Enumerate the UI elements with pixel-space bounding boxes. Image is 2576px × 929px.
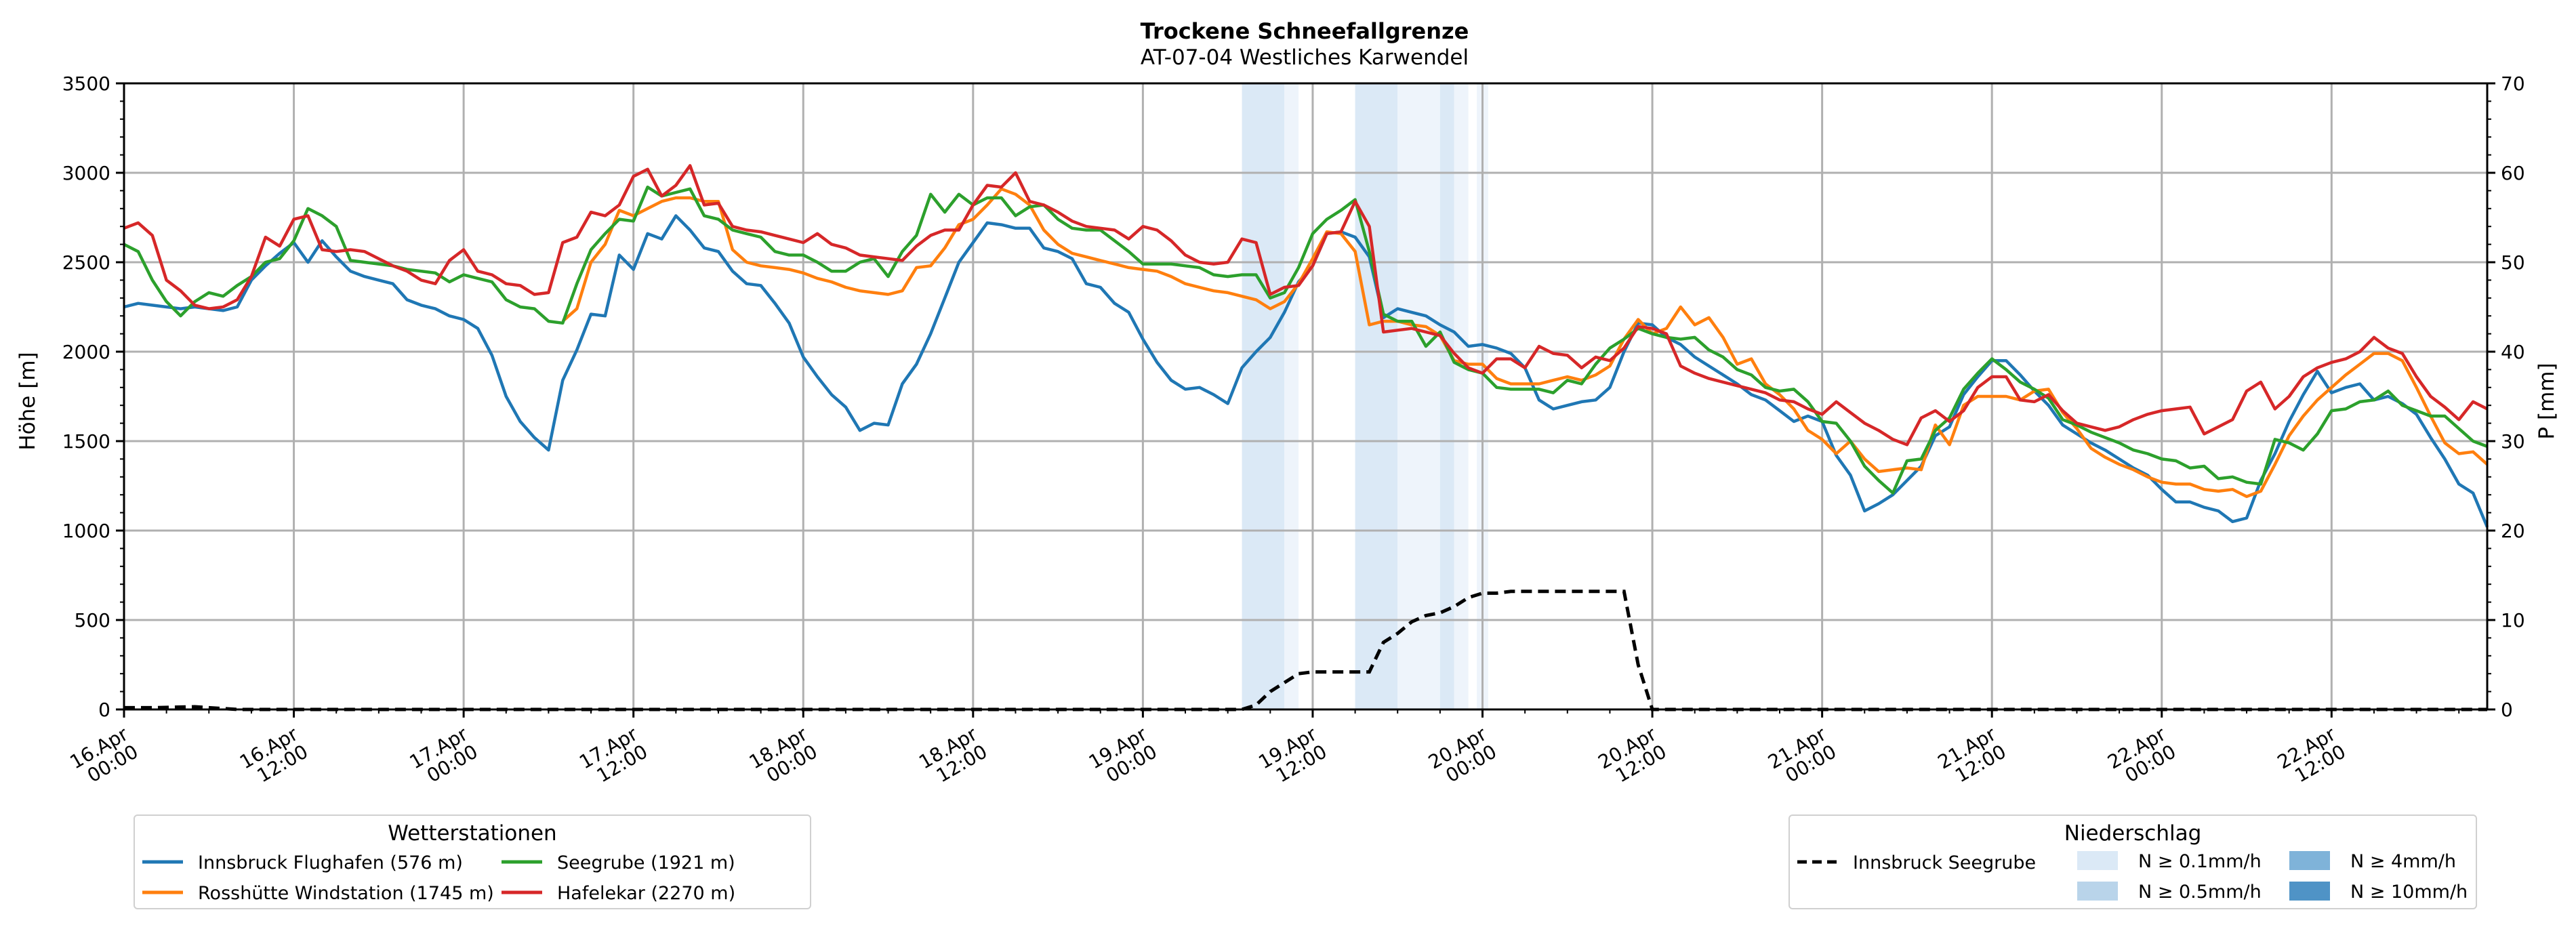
legend-precipitation: Niederschlag Innsbruck Seegrube N ≥ 0.1m…	[1788, 814, 2477, 909]
y2-tick-label-3: 30	[2501, 430, 2525, 453]
precip-legend-label-3: N ≥ 10mm/h	[2350, 882, 2468, 903]
y2-tick-label-6: 60	[2501, 162, 2525, 184]
precip-band-4	[1439, 83, 1454, 709]
legend-label-1: Rosshütte Windstation (1745 m)	[198, 883, 494, 904]
chart-title: Trockene Schneefallgrenze	[1141, 18, 1469, 44]
y-tick-label-0: 0	[98, 699, 110, 721]
precip-legend-swatch-3	[2289, 882, 2330, 901]
y-tick-label-4: 2000	[62, 341, 110, 363]
precip-band-2	[1355, 83, 1398, 709]
precip-legend-swatch-2	[2289, 851, 2330, 870]
legend-label-3: Hafelekar (2270 m)	[557, 883, 735, 904]
precip-band-3	[1397, 83, 1440, 709]
plot-frame	[123, 82, 2489, 711]
y2-tick-label-0: 0	[2501, 699, 2513, 721]
precip-band-0	[1242, 83, 1285, 709]
y2-tick-label-7: 70	[2501, 73, 2525, 95]
precipitation-bands	[1242, 83, 1488, 709]
chart-subtitle: AT-07-04 Westliches Karwendel	[1141, 45, 1469, 70]
series-line-3	[123, 164, 2489, 447]
y-tick-label-1: 500	[75, 609, 110, 632]
y-tick-label-5: 2500	[62, 251, 110, 274]
y-tick-label-2: 1000	[62, 520, 110, 542]
precip-legend-label-2: N ≥ 4mm/h	[2350, 851, 2456, 872]
y-tick-label-3: 1500	[62, 430, 110, 453]
precip-legend-swatch-0	[2077, 851, 2118, 870]
grid	[123, 82, 2487, 711]
legend-stations: Wetterstationen Innsbruck Flughafen (576…	[134, 814, 811, 909]
y-tick-label-7: 3500	[62, 73, 110, 95]
y-tick-label-6: 3000	[62, 162, 110, 184]
legend-label-0: Innsbruck Flughafen (576 m)	[198, 852, 463, 873]
y2-tick-label-4: 40	[2501, 341, 2525, 363]
precip-legend-label-1: N ≥ 0.5mm/h	[2138, 882, 2262, 903]
x-tick-label-7: 19.Apr12:00	[1254, 722, 1330, 791]
y2-tick-label-2: 20	[2501, 520, 2525, 542]
legend-stations-title: Wetterstationen	[388, 821, 556, 846]
y2-tick-label-5: 50	[2501, 251, 2525, 274]
precip-legend-swatch-1	[2077, 882, 2118, 901]
y2-axis-label: P [mm]	[2535, 363, 2559, 439]
y-axis-label: Höhe [m]	[16, 352, 40, 450]
station-series	[123, 164, 2489, 528]
axes: 0 500 1000 1500 2000 2500 3000 3500 0 10 20 30 40 50 6…	[62, 73, 2525, 791]
series-line-1	[561, 187, 2489, 499]
precip-legend-label-0: N ≥ 0.1mm/h	[2138, 851, 2262, 872]
series-line-2	[123, 185, 2488, 495]
legend-label-2: Seegrube (1921 m)	[557, 852, 735, 873]
precip-line	[124, 590, 2487, 711]
legend-precip-line-label: Innsbruck Seegrube	[1853, 852, 2036, 873]
legend-precip-title: Niederschlag	[2064, 821, 2202, 846]
precip-band-5	[1454, 83, 1469, 709]
y2-tick-label-1: 10	[2501, 609, 2525, 632]
precipitation-series	[124, 590, 2487, 711]
precip-band-1	[1284, 83, 1299, 709]
